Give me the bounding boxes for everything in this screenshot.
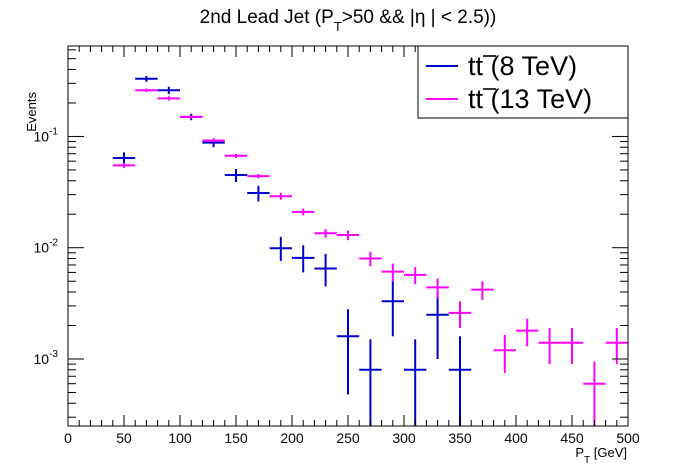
x-tick-label: 350: [448, 430, 472, 446]
x-tick-label: 150: [224, 430, 248, 446]
data-point: [292, 245, 315, 273]
data-point: [381, 263, 404, 282]
series-8tev: [112, 75, 472, 426]
legend: tt (8 TeV) tt (13 TeV): [417, 45, 629, 119]
data-point: [516, 318, 539, 347]
data-point: [180, 115, 203, 119]
y-tick-label: 10-2: [34, 238, 59, 256]
data-point: [448, 301, 472, 328]
data-point: [224, 153, 248, 159]
data-point: [359, 339, 382, 426]
data-point: [381, 281, 404, 337]
data-point: [583, 361, 606, 426]
plot-frame: [67, 45, 629, 427]
data-point: [112, 162, 136, 169]
data-point: [560, 327, 584, 365]
legend-label-13tev: tt (13 TeV): [468, 84, 592, 114]
x-tick-label: 500: [616, 430, 640, 446]
data-point: [112, 152, 136, 164]
data-point: [404, 339, 427, 426]
data-point: [426, 278, 449, 299]
tbar-char: t: [476, 51, 484, 81]
data-point: [135, 88, 158, 93]
legend-box: [417, 45, 629, 119]
data-point: [292, 208, 315, 216]
data-point: [157, 86, 180, 95]
series-layer: [112, 75, 628, 426]
y-tick-label: 10-3: [34, 349, 59, 367]
data-point: [135, 75, 158, 82]
data-point: [605, 327, 628, 365]
y-tick-label: 10-1: [34, 126, 59, 144]
data-point: [224, 168, 248, 182]
data-point: [404, 267, 427, 285]
data-point: [493, 334, 516, 373]
x-tick-label: 100: [168, 430, 192, 446]
data-point: [247, 185, 270, 202]
chart-title: 2nd Lead Jet (PT>50 && |η | < 2.5)): [200, 7, 497, 34]
data-point: [471, 281, 494, 300]
x-tick-label: 200: [280, 430, 304, 446]
data-point: [314, 253, 337, 287]
data-point: [538, 327, 561, 365]
series-13tev: [112, 88, 628, 426]
legend-label-8tev: tt (8 TeV): [468, 51, 577, 81]
x-axis-label: PT [GeV]: [575, 445, 627, 466]
data-point: [157, 96, 180, 101]
data-point: [426, 292, 449, 360]
x-tick-label: 400: [504, 430, 528, 446]
x-tick-label: 0: [64, 430, 72, 446]
data-point: [448, 336, 472, 426]
data-point: [314, 229, 337, 238]
x-tick-label: 50: [116, 430, 132, 446]
data-point: [336, 309, 360, 395]
y-axis-label: Events: [24, 92, 39, 132]
data-point: [247, 173, 270, 179]
x-tick-label: 300: [392, 430, 416, 446]
data-point: [359, 251, 382, 267]
data-point: [269, 193, 292, 200]
data-point: [202, 138, 225, 143]
x-tick-label: 450: [560, 430, 584, 446]
data-point: [269, 236, 292, 261]
x-tick-label: 250: [336, 430, 360, 446]
data-point: [336, 230, 360, 241]
